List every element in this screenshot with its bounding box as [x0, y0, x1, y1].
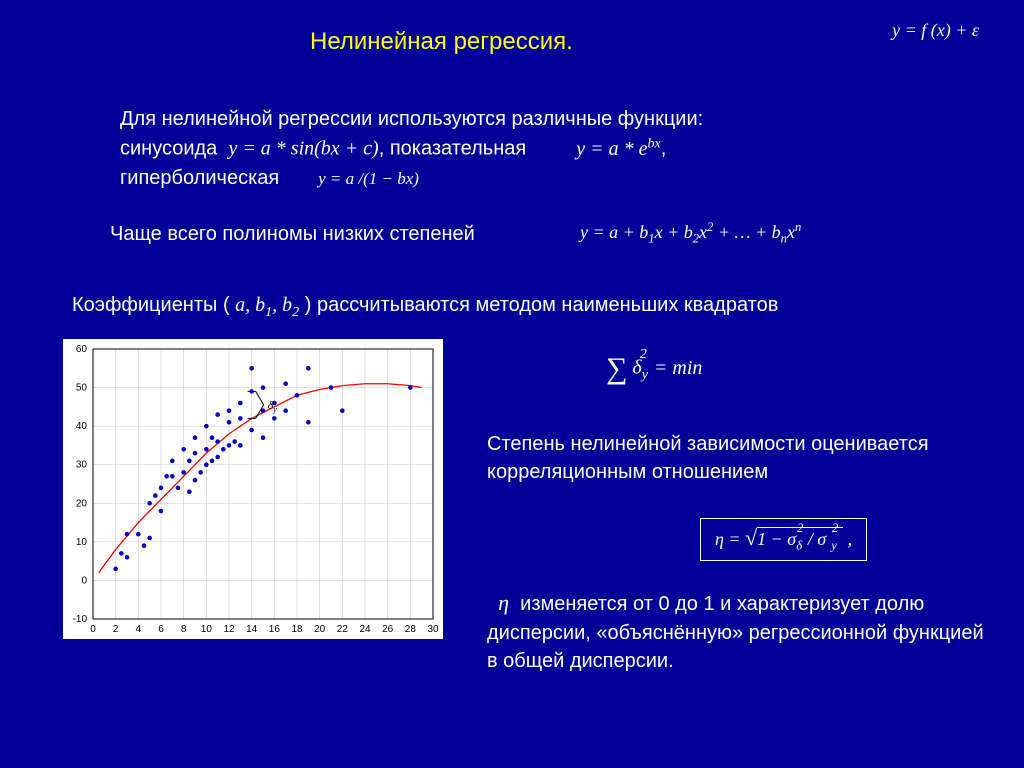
svg-text:10: 10 — [76, 537, 88, 548]
svg-text:8: 8 — [181, 624, 187, 635]
polynomial-text: Чаще всего полиномы низких степеней — [110, 223, 475, 246]
eta-description: η изменяется от 0 до 1 и характеризует д… — [487, 588, 997, 675]
text: гиперболическая — [120, 167, 279, 189]
text: Для нелинейной регрессии используются ра… — [120, 108, 703, 130]
svg-text:6: 6 — [158, 624, 164, 635]
svg-text:18: 18 — [291, 624, 303, 635]
svg-text:14: 14 — [246, 624, 258, 635]
svg-text:4: 4 — [136, 624, 142, 635]
svg-text:40: 40 — [76, 421, 88, 432]
text: синусоида — [120, 138, 217, 160]
svg-text:16: 16 — [269, 624, 281, 635]
svg-text:2: 2 — [113, 624, 119, 635]
svg-text:26: 26 — [382, 624, 394, 635]
equation-exp: y = a * ebx — [576, 138, 660, 160]
svg-text:28: 28 — [405, 624, 417, 635]
svg-text:30: 30 — [427, 624, 439, 635]
equation-eta: η = √1 − σδ2 / σy2 , — [700, 518, 867, 561]
svg-text:0: 0 — [90, 624, 96, 635]
equation-hyperbolic: y = a /(1 − bx) — [318, 169, 419, 188]
equation-min: ∑ δy2 = min — [606, 352, 708, 386]
svg-text:20: 20 — [76, 498, 88, 509]
correlation-text: Степень нелинейной зависимости оценивает… — [487, 430, 987, 486]
svg-text:10: 10 — [201, 624, 213, 635]
text: , показательная — [379, 138, 527, 160]
svg-text:0: 0 — [81, 575, 87, 586]
svg-text:60: 60 — [76, 344, 88, 355]
svg-text:12: 12 — [223, 624, 235, 635]
svg-text:30: 30 — [76, 460, 88, 471]
regression-chart: -100102030405060024681012141618202224262… — [63, 339, 443, 639]
svg-text:22: 22 — [337, 624, 349, 635]
svg-text:50: 50 — [76, 383, 88, 394]
svg-text:24: 24 — [359, 624, 371, 635]
text: , — [661, 138, 667, 160]
slide-title: Нелинейная регрессия. — [310, 28, 573, 56]
equation-polynomial: y = a + b1x + b2x2 + … + bnxn — [580, 220, 801, 247]
equation-sin: y = a * sin(bx + c) — [228, 138, 378, 160]
svg-text:-10: -10 — [73, 614, 88, 625]
equation-model: y = f (x) + ε — [892, 20, 979, 41]
svg-text:20: 20 — [314, 624, 326, 635]
chart-svg: -100102030405060024681012141618202224262… — [63, 339, 443, 639]
svg-text:δy: δy — [268, 398, 278, 414]
functions-paragraph: Для нелинейной регрессии используются ра… — [120, 105, 980, 193]
coefficients-text: Коэффициенты ( a, b1, b2 ) рассчитываютс… — [72, 294, 778, 321]
